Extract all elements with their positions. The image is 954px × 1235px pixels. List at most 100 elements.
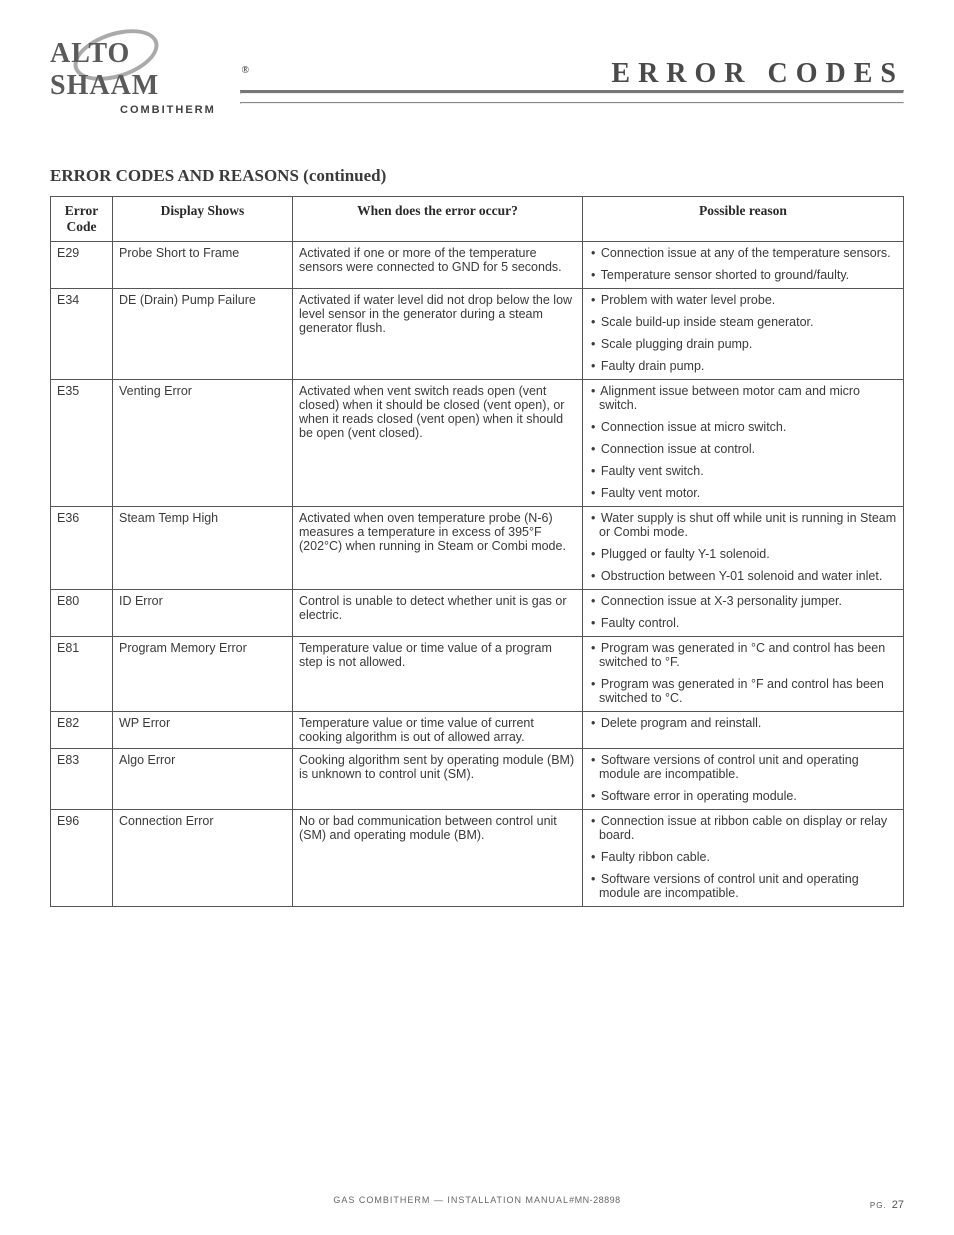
- table-row: E80ID ErrorControl is unable to detect w…: [51, 590, 904, 637]
- bullet-icon: •: [591, 420, 595, 434]
- reason-item: • Water supply is shut off while unit is…: [589, 511, 897, 539]
- bullet-icon: •: [591, 511, 595, 525]
- cell-possible-reason: • Program was generated in °C and contro…: [583, 637, 904, 712]
- reason-item: • Delete program and reinstall.: [589, 716, 897, 730]
- cell-display-shows: WP Error: [113, 712, 293, 749]
- cell-when-occurs: No or bad communication between control …: [293, 810, 583, 907]
- reason-item: • Connection issue at X-3 personality ju…: [589, 594, 897, 608]
- cell-error-code: E83: [51, 749, 113, 810]
- reason-item: • Software versions of control unit and …: [589, 872, 897, 900]
- bullet-icon: •: [591, 616, 595, 630]
- cell-when-occurs: Activated when vent switch reads open (v…: [293, 380, 583, 507]
- cell-possible-reason: • Delete program and reinstall.: [583, 712, 904, 749]
- cell-display-shows: Program Memory Error: [113, 637, 293, 712]
- bullet-icon: •: [591, 268, 595, 282]
- col-header-reason: Possible reason: [583, 197, 904, 242]
- bullet-icon: •: [591, 486, 595, 500]
- bullet-icon: •: [591, 677, 595, 691]
- cell-when-occurs: Control is unable to detect whether unit…: [293, 590, 583, 637]
- reason-item: • Connection issue at ribbon cable on di…: [589, 814, 897, 842]
- reason-item: • Scale plugging drain pump.: [589, 337, 897, 351]
- cell-when-occurs: Temperature value or time value of curre…: [293, 712, 583, 749]
- reason-item: • Obstruction between Y-01 solenoid and …: [589, 569, 897, 583]
- cell-display-shows: Venting Error: [113, 380, 293, 507]
- cell-error-code: E81: [51, 637, 113, 712]
- table-row: E36Steam Temp HighActivated when oven te…: [51, 507, 904, 590]
- cell-error-code: E29: [51, 242, 113, 289]
- table-row: E96Connection ErrorNo or bad communicati…: [51, 810, 904, 907]
- cell-possible-reason: • Water supply is shut off while unit is…: [583, 507, 904, 590]
- table-row: E82WP ErrorTemperature value or time val…: [51, 712, 904, 749]
- bullet-icon: •: [591, 384, 595, 398]
- cell-error-code: E96: [51, 810, 113, 907]
- error-codes-table: Error Code Display Shows When does the e…: [50, 196, 904, 907]
- table-row: E35Venting ErrorActivated when vent swit…: [51, 380, 904, 507]
- cell-when-occurs: Activated when oven temperature probe (N…: [293, 507, 583, 590]
- reason-item: • Temperature sensor shorted to ground/f…: [589, 268, 897, 282]
- bullet-icon: •: [591, 753, 595, 767]
- reason-item: • Program was generated in °C and contro…: [589, 641, 897, 669]
- cell-possible-reason: • Connection issue at X-3 personality ju…: [583, 590, 904, 637]
- section-heading: ERROR CODES AND REASONS (continued): [50, 166, 904, 186]
- cell-display-shows: Probe Short to Frame: [113, 242, 293, 289]
- brand-main-text: ALTO SHAAM: [50, 38, 240, 102]
- col-header-display: Display Shows: [113, 197, 293, 242]
- cell-error-code: E82: [51, 712, 113, 749]
- cell-when-occurs: Temperature value or time value of a pro…: [293, 637, 583, 712]
- bullet-icon: •: [591, 814, 595, 828]
- cell-when-occurs: Activated if water level did not drop be…: [293, 289, 583, 380]
- reason-item: • Faulty vent switch.: [589, 464, 897, 478]
- bullet-icon: •: [591, 315, 595, 329]
- table-header-row: Error Code Display Shows When does the e…: [51, 197, 904, 242]
- bullet-icon: •: [591, 850, 595, 864]
- col-header-when: When does the error occur?: [293, 197, 583, 242]
- reason-item: • Program was generated in °F and contro…: [589, 677, 897, 705]
- bullet-icon: •: [591, 716, 595, 730]
- cell-display-shows: Connection Error: [113, 810, 293, 907]
- bullet-icon: •: [591, 641, 595, 655]
- page-number-label: PG.: [870, 1201, 887, 1210]
- bullet-icon: •: [591, 547, 595, 561]
- cell-when-occurs: Activated if one or more of the temperat…: [293, 242, 583, 289]
- cell-possible-reason: • Alignment issue between motor cam and …: [583, 380, 904, 507]
- page-footer: GAS COMBITHERM — INSTALLATION MANUAL #MN…: [50, 1195, 904, 1205]
- cell-possible-reason: • Problem with water level probe.• Scale…: [583, 289, 904, 380]
- cell-error-code: E35: [51, 380, 113, 507]
- cell-error-code: E36: [51, 507, 113, 590]
- header-rule: [240, 82, 904, 112]
- table-row: E29Probe Short to FrameActivated if one …: [51, 242, 904, 289]
- registered-mark: ®: [242, 65, 250, 76]
- manual-number: #MN-28898: [569, 1195, 621, 1205]
- col-header-code: Error Code: [51, 197, 113, 242]
- brand-logo: ALTO SHAAM ® COMBITHERM: [50, 38, 250, 116]
- cell-display-shows: Algo Error: [113, 749, 293, 810]
- bullet-icon: •: [591, 246, 595, 260]
- brand-subline: COMBITHERM: [120, 104, 216, 116]
- bullet-icon: •: [591, 569, 595, 583]
- cell-display-shows: ID Error: [113, 590, 293, 637]
- page-number-value: 27: [892, 1199, 904, 1211]
- cell-possible-reason: • Connection issue at any of the tempera…: [583, 242, 904, 289]
- reason-item: • Software error in operating module.: [589, 789, 897, 803]
- cell-display-shows: DE (Drain) Pump Failure: [113, 289, 293, 380]
- page-number: PG. 27: [870, 1199, 904, 1211]
- reason-item: • Connection issue at micro switch.: [589, 420, 897, 434]
- table-row: E34DE (Drain) Pump FailureActivated if w…: [51, 289, 904, 380]
- bullet-icon: •: [591, 337, 595, 351]
- brand-name: ALTO SHAAM ®: [50, 38, 250, 102]
- reason-item: • Faulty drain pump.: [589, 359, 897, 373]
- reason-item: • Alignment issue between motor cam and …: [589, 384, 897, 412]
- bullet-icon: •: [591, 464, 595, 478]
- cell-error-code: E34: [51, 289, 113, 380]
- bullet-icon: •: [591, 872, 595, 886]
- bullet-icon: •: [591, 594, 595, 608]
- cell-display-shows: Steam Temp High: [113, 507, 293, 590]
- cell-error-code: E80: [51, 590, 113, 637]
- reason-item: • Faulty control.: [589, 616, 897, 630]
- reason-item: • Plugged or faulty Y-1 solenoid.: [589, 547, 897, 561]
- table-row: E83Algo ErrorCooking algorithm sent by o…: [51, 749, 904, 810]
- reason-item: • Faulty vent motor.: [589, 486, 897, 500]
- cell-possible-reason: • Connection issue at ribbon cable on di…: [583, 810, 904, 907]
- footer-text: GAS COMBITHERM — INSTALLATION MANUAL: [333, 1195, 569, 1205]
- bullet-icon: •: [591, 442, 595, 456]
